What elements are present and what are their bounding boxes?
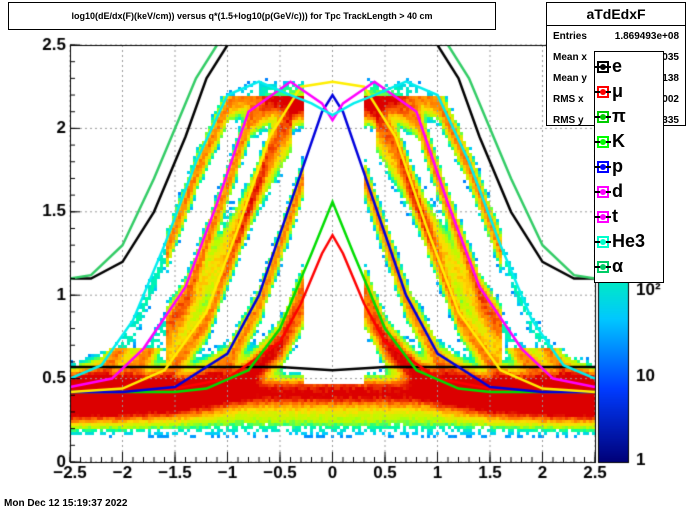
legend-label: t: [612, 206, 618, 226]
stats-name: aTdEdxF: [547, 3, 685, 26]
legend-label: He3: [612, 231, 646, 251]
legend-label: p: [612, 156, 623, 176]
stats-row: RMS x 1.002: [547, 89, 685, 110]
legend-entry: e: [595, 54, 623, 79]
stats-row: Entries 1.869493e+08: [547, 26, 685, 47]
stats-value: 1.002: [653, 94, 679, 105]
legend-label: μ: [612, 81, 624, 101]
stats-value: 1.869493e+08: [614, 31, 679, 42]
legend-label: d: [612, 181, 623, 201]
legend-label: π: [612, 106, 626, 126]
legend-entry: α: [595, 254, 624, 279]
legend-marker: [595, 235, 611, 248]
stats-label: Entries: [553, 31, 587, 42]
stats-label: Mean y: [553, 73, 587, 84]
legend-marker: [595, 210, 611, 223]
legend-label: K: [612, 131, 625, 151]
legend-entry: p: [595, 154, 623, 179]
legend-entry: t: [595, 204, 618, 229]
legend-label: α: [612, 256, 624, 276]
legend-marker: [595, 160, 611, 173]
timestamp: Mon Dec 12 15:19:37 2022: [4, 498, 128, 509]
legend-marker: [595, 185, 611, 198]
legend-marker: [595, 85, 611, 98]
legend-entry: μ: [595, 79, 624, 104]
legend-label: e: [612, 56, 623, 76]
legend-entry: π: [595, 104, 626, 129]
legend-marker: [595, 60, 611, 73]
legend-marker: [595, 135, 611, 148]
legend-entry: K: [595, 129, 625, 154]
legend-entry: He3: [595, 229, 646, 254]
chart-title-text: log10(dE/dx(F)(keV/cm)) versus q*(1.5+lo…: [71, 11, 433, 21]
chart-title: log10(dE/dx(F)(keV/cm)) versus q*(1.5+lo…: [8, 2, 496, 30]
legend-marker: [595, 110, 611, 123]
legend-entry: d: [595, 179, 623, 204]
stats-label: Mean x: [553, 52, 587, 63]
stats-label: RMS y: [553, 115, 584, 126]
stats-label: RMS x: [553, 94, 584, 105]
legend-marker: [595, 260, 611, 273]
